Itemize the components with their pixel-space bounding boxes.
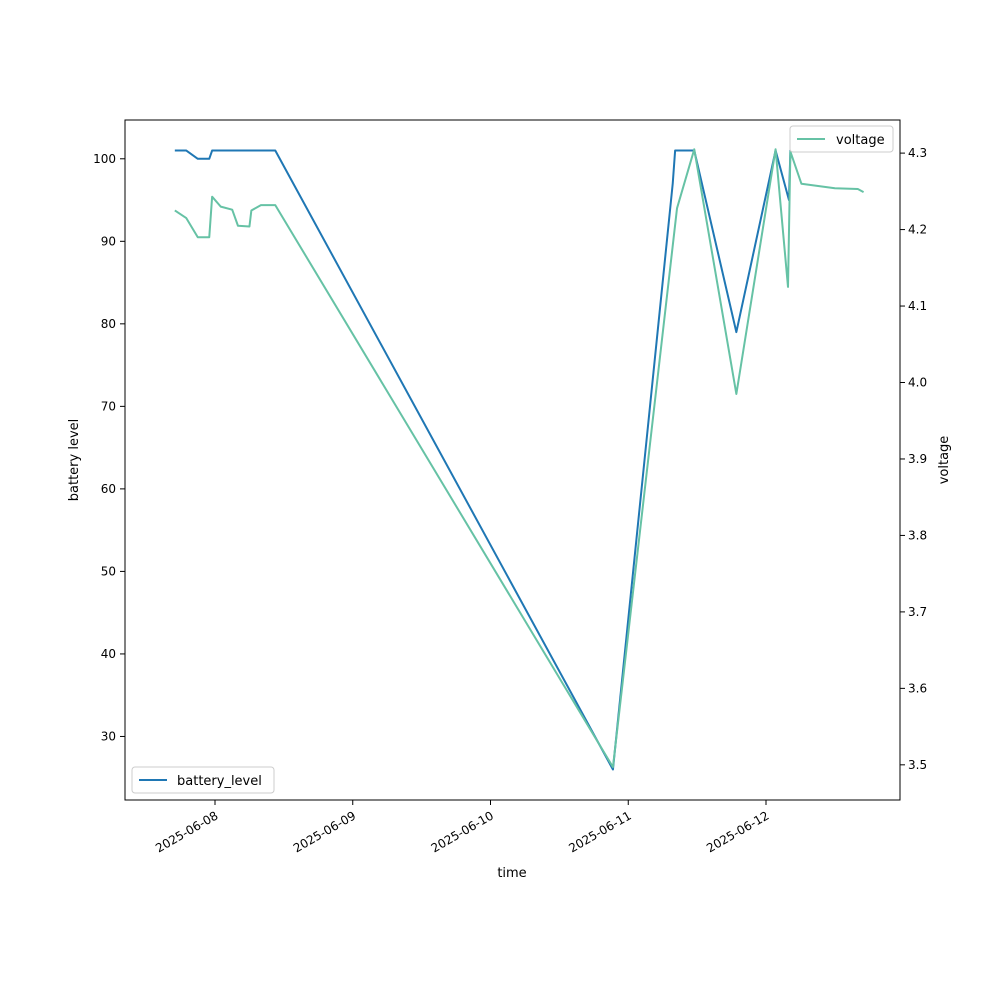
legend-battery-level: battery_level bbox=[131, 766, 275, 794]
legend-voltage: voltage bbox=[789, 125, 894, 153]
y-right-tick-label: 4.0 bbox=[908, 376, 927, 390]
y-left-tick-label: 90 bbox=[101, 234, 116, 248]
y-axis-left-label: battery level bbox=[67, 419, 82, 502]
y-right-tick-label: 3.9 bbox=[908, 452, 927, 466]
y-left-tick-label: 30 bbox=[101, 729, 116, 743]
y-right-tick-label: 3.6 bbox=[908, 681, 927, 695]
y-axis-right: 3.5 3.6 3.7 3.8 3.9 4.0 4.1 4.2 4.3 bbox=[900, 146, 927, 772]
y-right-tick-label: 3.8 bbox=[908, 528, 927, 542]
y-axis-left: 30 40 50 60 70 80 90 100 bbox=[93, 152, 125, 743]
y-left-tick-label: 50 bbox=[101, 564, 116, 578]
y-left-tick-label: 100 bbox=[93, 152, 116, 166]
series-line-battery-level bbox=[174, 149, 864, 771]
legend-battery-level-box bbox=[131, 766, 275, 794]
y-left-tick-label: 40 bbox=[101, 647, 116, 661]
legend-voltage-box bbox=[789, 125, 894, 153]
y-left-tick-label: 80 bbox=[101, 317, 116, 331]
plot-frame bbox=[124, 119, 901, 801]
x-axis-label: time bbox=[497, 866, 526, 881]
y-left-tick-label: 60 bbox=[101, 482, 116, 496]
series-line-voltage bbox=[174, 148, 865, 769]
legend-battery-level-label: battery_level bbox=[177, 774, 262, 789]
series-layer bbox=[174, 148, 865, 771]
y-right-tick-label: 3.5 bbox=[908, 758, 927, 772]
y-right-tick-label: 4.1 bbox=[908, 299, 927, 313]
y-right-tick-label: 4.3 bbox=[908, 146, 927, 160]
y-right-tick-label: 4.2 bbox=[908, 223, 927, 237]
y-right-tick-label: 3.7 bbox=[908, 605, 927, 619]
y-axis-right-label: voltage bbox=[937, 436, 952, 485]
y-left-tick-label: 70 bbox=[101, 399, 116, 413]
legend-voltage-label: voltage bbox=[836, 133, 885, 148]
